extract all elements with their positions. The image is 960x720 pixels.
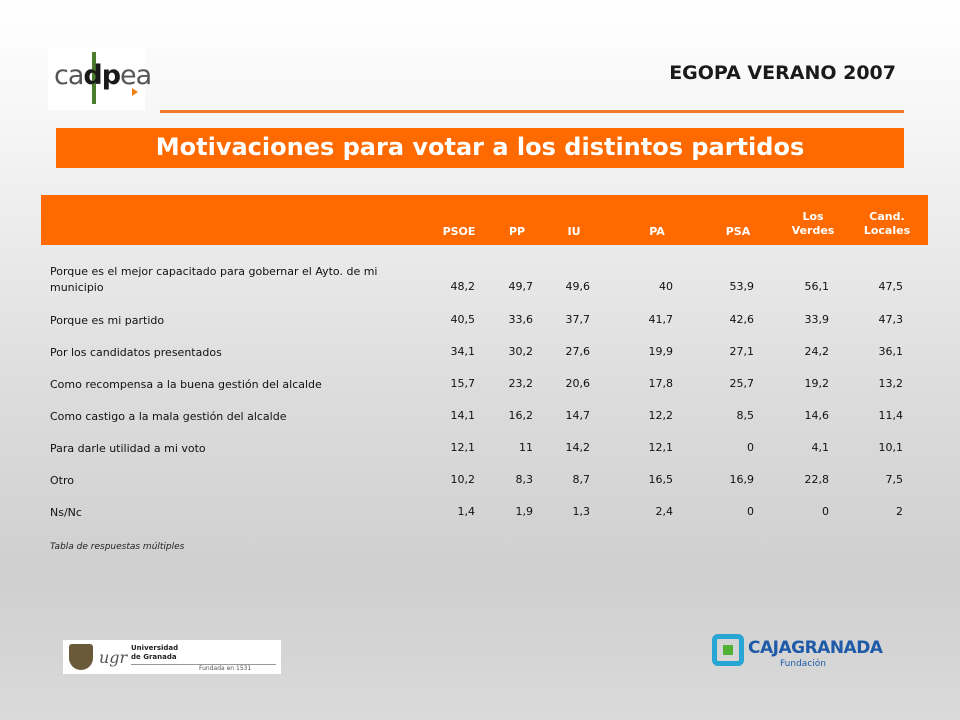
cell-value: 14,7 [565,409,591,422]
cadpea-logo: cadpea [48,48,152,110]
cell-value: 33,9 [804,313,830,326]
cell-value: 15,7 [450,377,476,390]
cell-value: 16,2 [508,409,534,422]
row-label: Por los candidatos presentados [50,346,222,359]
cadpea-logo-bar [92,52,96,104]
column-header: Cand. Locales [863,210,911,237]
caja-emblem-icon [712,634,744,666]
caja-name: CAJAGRANADA [748,638,883,658]
cell-value: 36,1 [878,345,904,358]
cell-value: 30,2 [508,345,534,358]
table-row: Como castigo a la mala gestión del alcal… [0,409,960,429]
cell-value: 8,7 [572,473,591,486]
cell-value: 4,1 [811,441,830,454]
column-header: PA [649,225,665,238]
cell-value: 25,7 [729,377,755,390]
row-label: Porque es el mejor capacitado para gober… [50,265,378,294]
header-divider [160,110,904,113]
table-row: Por los candidatos presentados 34,1 30,2 27… [0,345,960,365]
cell-value: 33,6 [508,313,534,326]
ugr-name: Universidad de Granada [131,644,179,661]
table-row: Porque es mi partido 40,5 33,6 37,7 41,7 42,6… [0,313,960,333]
column-header: PSA [725,225,751,238]
row-label: Porque es mi partido [50,314,165,327]
cell-value: 14,6 [804,409,830,422]
cell-value: 42,6 [729,313,755,326]
column-header: Los Verdes [791,210,835,237]
edition-label: EGOPA VERANO 2007 [669,62,896,84]
ugr-logo: ugr Universidad de Granada Fundada en 15… [63,640,281,674]
cell-value: 12,2 [648,409,674,422]
cajagranada-logo: CAJAGRANADA Fundación [710,630,883,674]
cell-value: 2 [896,505,903,518]
row-label: Como castigo a la mala gestión del alcal… [50,410,287,423]
cell-value: 10,2 [450,473,476,486]
table-row: Otro 10,2 8,3 8,7 16,5 16,9 22,8 7,5 [0,473,960,493]
cell-value: 48,2 [450,280,476,293]
cadpea-logo-text: cadpea [54,60,152,91]
ugr-mark: ugr [99,648,128,667]
cell-value: 12,1 [648,441,674,454]
cell-value: 7,5 [885,473,904,486]
cell-value: 27,6 [565,345,591,358]
cell-value: 0 [747,441,754,454]
cell-value: 16,9 [729,473,755,486]
cell-value: 49,6 [565,280,591,293]
column-header: IU [567,225,581,238]
arrow-icon [132,88,138,96]
cell-value: 2,4 [655,505,674,518]
cell-value: 27,1 [729,345,755,358]
cell-value: 20,6 [565,377,591,390]
cell-value: 14,1 [450,409,476,422]
cell-value: 10,1 [878,441,904,454]
caja-sub: Fundación [780,659,826,669]
column-header: PP [508,225,526,238]
cell-value: 56,1 [804,280,830,293]
cell-value: 8,3 [515,473,534,486]
table-row: Para darle utilidad a mi voto 12,1 11 14,2 1… [0,441,960,461]
ugr-divider [131,664,276,665]
row-label: Para darle utilidad a mi voto [50,442,206,455]
cell-value: 1,4 [457,505,476,518]
table-row: Porque es el mejor capacitado para gober… [0,264,960,294]
cell-value: 19,9 [648,345,674,358]
cell-value: 14,2 [565,441,591,454]
cell-value: 37,7 [565,313,591,326]
cell-value: 24,2 [804,345,830,358]
cell-value: 47,3 [878,313,904,326]
cell-value: 13,2 [878,377,904,390]
cell-value: 17,8 [648,377,674,390]
cell-value: 34,1 [450,345,476,358]
page-title: Motivaciones para votar a los distintos … [155,133,805,161]
cell-value: 23,2 [508,377,534,390]
shield-icon [69,644,93,670]
cell-value: 11 [519,441,533,454]
ugr-founded: Fundada en 1531 [199,665,252,672]
cell-value: 0 [747,505,754,518]
cell-value: 19,2 [804,377,830,390]
cell-value: 16,5 [648,473,674,486]
row-label: Ns/Nc [50,506,82,519]
cell-value: 53,9 [729,280,755,293]
cell-value: 49,7 [508,280,534,293]
cell-value: 1,9 [515,505,534,518]
cell-value: 47,5 [878,280,904,293]
cell-value: 22,8 [804,473,830,486]
row-label: Otro [50,474,74,487]
cell-value: 1,3 [572,505,591,518]
column-header: PSOE [442,225,476,238]
table-row: Como recompensa a la buena gestión del a… [0,377,960,397]
table-header: PSOE PP IU PA PSA Los Verdes Cand. Locales [41,195,928,245]
cell-value: 40 [659,280,673,293]
title-bar: Motivaciones para votar a los distintos … [56,128,904,168]
table-row: Ns/Nc 1,4 1,9 1,3 2,4 0 0 2 [0,505,960,525]
table-note: Tabla de respuestas múltiples [50,542,185,552]
cell-value: 8,5 [736,409,755,422]
cell-value: 41,7 [648,313,674,326]
cell-value: 40,5 [450,313,476,326]
cell-value: 11,4 [878,409,904,422]
cell-value: 0 [822,505,829,518]
cell-value: 12,1 [450,441,476,454]
row-label: Como recompensa a la buena gestión del a… [50,378,322,391]
